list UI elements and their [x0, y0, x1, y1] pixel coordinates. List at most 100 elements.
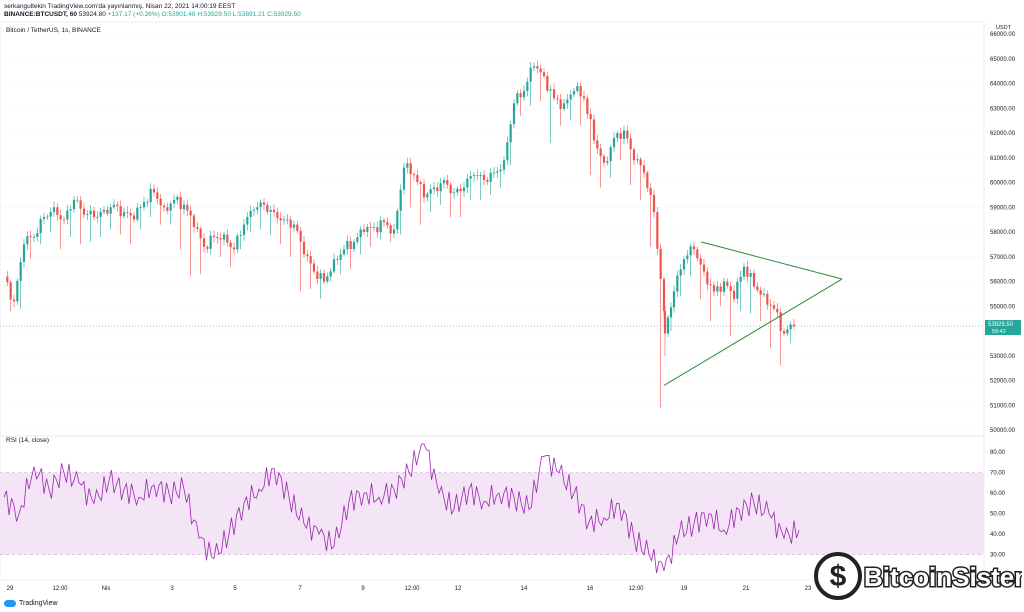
candle-body — [26, 236, 29, 245]
candle-body — [292, 224, 296, 228]
candle-body — [99, 211, 102, 217]
candle-body — [379, 220, 382, 233]
candle-body — [462, 187, 466, 192]
candle-body — [409, 163, 412, 175]
candle-body — [226, 234, 229, 243]
price-tick-label: 64000.00 — [990, 82, 1016, 88]
candle-body — [249, 210, 252, 217]
candle-body — [396, 210, 399, 230]
candle-body — [192, 215, 196, 228]
svg-text:$: $ — [830, 560, 847, 593]
candle-body — [542, 72, 546, 77]
candle-body — [9, 282, 12, 300]
candle-body — [242, 224, 246, 236]
trendline-upper — [700, 241, 843, 280]
candle-body — [219, 238, 222, 240]
time-tick-label: 3 — [170, 586, 174, 592]
time-tick-label: 29 — [7, 586, 14, 592]
candle-body — [506, 142, 509, 161]
candle-body — [769, 304, 772, 306]
candle-body — [666, 317, 670, 334]
candle-body — [276, 212, 279, 219]
rsi-tick-label: 70.00 — [990, 471, 1006, 477]
candle-body — [559, 99, 562, 110]
time-tick-label: 5 — [233, 586, 237, 592]
price-pane-frame — [0, 21, 985, 437]
candle-body — [452, 192, 456, 194]
candle-body — [216, 236, 219, 239]
chart-grid: Bitcoin / TetherUS, 1s, BINANCE — [0, 21, 985, 581]
candle-body — [36, 233, 39, 237]
candle-body — [426, 193, 429, 198]
candle-body — [186, 204, 189, 211]
candle-body — [32, 236, 36, 238]
candle-body — [402, 167, 406, 190]
time-axis: 29 12:00 Nis 3 5 7 9 12:00 12 14 16 12:00 19 21 23 — [7, 586, 812, 592]
candle-body — [589, 114, 592, 120]
candle-body — [472, 175, 476, 177]
candle-body — [752, 273, 756, 287]
candle-body — [779, 312, 782, 331]
candle-body — [482, 174, 486, 181]
candle-body — [599, 148, 602, 157]
candle-body — [182, 204, 186, 210]
candle-body — [776, 308, 779, 313]
candle-body — [376, 227, 379, 233]
currency-label: USDT — [996, 25, 1012, 31]
time-tick-label: 12:00 — [52, 586, 68, 592]
candle-body — [102, 209, 106, 212]
publish-info: serkangultekin TradingView.com'da yayınl… — [4, 3, 236, 10]
candle-body — [606, 161, 609, 163]
candle-body — [346, 241, 349, 250]
candle-body — [16, 280, 19, 302]
candle-body — [632, 149, 636, 161]
change-value: +137.17 (+0.26%) — [107, 11, 160, 18]
candle-body — [69, 209, 72, 211]
candle-body — [602, 156, 606, 163]
candle-body — [749, 273, 752, 277]
triangle-trendlines — [663, 241, 843, 386]
candle-body — [399, 189, 402, 211]
time-tick-label: 12 — [455, 586, 462, 592]
candle-body — [286, 219, 289, 221]
candle-body — [356, 237, 359, 242]
candle-body — [532, 66, 536, 68]
candle-body — [209, 235, 212, 249]
candle-body — [296, 224, 299, 231]
candle-body — [626, 130, 629, 139]
candle-body — [706, 271, 709, 285]
candle-body — [136, 207, 139, 220]
time-tick-label: 9 — [361, 586, 365, 592]
candle-body — [576, 86, 579, 91]
candle-body — [439, 183, 442, 192]
candle-body — [672, 291, 676, 308]
close-value: 53924.80 — [78, 11, 106, 18]
price-tick-label: 63000.00 — [990, 106, 1016, 112]
candle-body — [156, 192, 159, 199]
bitcoin-logo-icon: $ — [814, 552, 862, 600]
candle-body — [712, 285, 716, 292]
symbol-info: BINANCE:BTCUSDT, 60 53924.80 +137.17 (+0… — [4, 11, 301, 19]
candle-body — [569, 94, 572, 100]
time-tick-label: 23 — [805, 586, 812, 592]
candle-body — [582, 96, 586, 99]
candle-body — [236, 235, 239, 250]
last-price-label: 53929.50 — [988, 322, 1014, 328]
time-tick-label: 12:00 — [404, 586, 420, 592]
candle-body — [772, 305, 776, 309]
candle-body — [369, 227, 372, 228]
candle-body — [279, 218, 282, 221]
candle-body — [646, 172, 649, 189]
candle-body — [92, 210, 96, 218]
candle-body — [596, 140, 599, 149]
candle-body — [172, 199, 176, 204]
candle-body — [22, 244, 26, 262]
candle-body — [116, 204, 119, 207]
candle-body — [176, 196, 179, 200]
candle-body — [132, 215, 136, 220]
candle-body — [742, 266, 746, 277]
candle-body — [726, 281, 729, 286]
price-tick-label: 51000.00 — [990, 403, 1016, 409]
price-tick-label: 55000.00 — [990, 304, 1016, 310]
